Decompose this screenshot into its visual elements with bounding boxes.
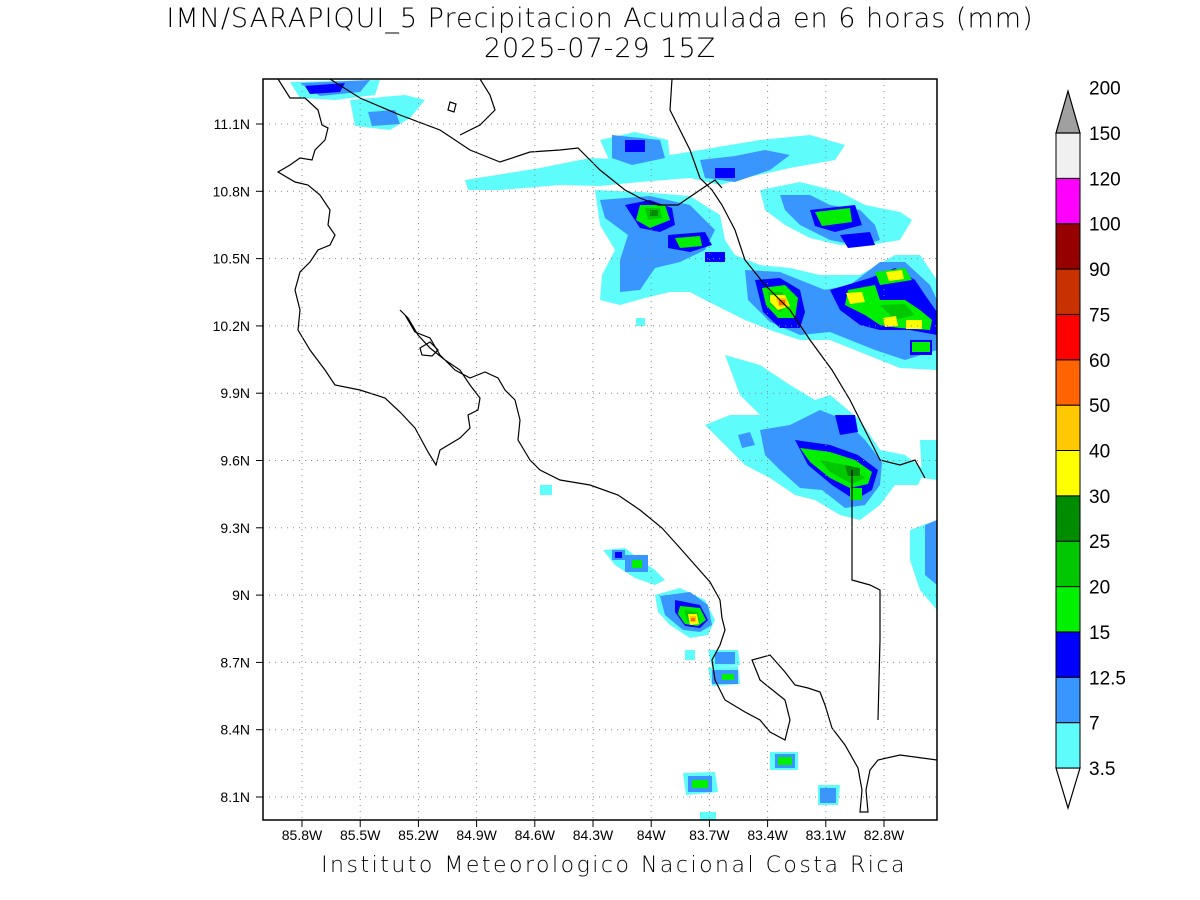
lat-tick-label: 8.4N <box>220 722 250 738</box>
lon-tick-label: 83.1W <box>806 827 847 843</box>
colorbar-swatch <box>1055 132 1081 179</box>
lat-tick-label: 11.1N <box>214 116 250 132</box>
colorbar-arrow-high <box>1055 88 1081 134</box>
lat-tick-label: 8.1N <box>220 789 250 805</box>
colorbar-label: 12.5 <box>1089 668 1126 689</box>
colorbar: 3.5 7 12.5 15 20 25 30 40 50 60 75 90 100 120 150 200 <box>1055 79 1126 811</box>
lon-tick-label: 85.2W <box>398 827 439 843</box>
colorbar-label: 40 <box>1089 442 1110 463</box>
colorbar-label: 30 <box>1089 487 1110 508</box>
lat-tick-label: 9N <box>232 587 250 603</box>
lat-tick-label: 10.8N <box>213 183 250 199</box>
colorbar-swatch <box>1055 450 1081 497</box>
colorbar-label: 90 <box>1089 260 1110 281</box>
colorbar-swatch <box>1055 676 1081 724</box>
lat-tick-label: 9.6N <box>220 453 250 469</box>
colorbar-label: 60 <box>1089 351 1110 372</box>
colorbar-swatch <box>1055 495 1081 542</box>
lat-tick-label: 9.9N <box>220 385 250 401</box>
colorbar-swatch <box>1055 177 1081 225</box>
colorbar-swatch <box>1055 268 1081 315</box>
colorbar-swatch <box>1055 359 1081 406</box>
lon-tick-label: 82.8W <box>864 827 905 843</box>
longitude-axis: 85.8W 85.5W 85.2W 84.9W 84.6W 84.3W 84W 83.7W 83… <box>282 820 905 843</box>
lon-tick-label: 85.8W <box>282 827 323 843</box>
colorbar-label: 150 <box>1089 124 1121 145</box>
colorbar-label: 15 <box>1089 623 1110 644</box>
colorbar-label: 75 <box>1089 305 1110 326</box>
latitude-axis: 11.1N 10.8N 10.5N 10.2N 9.9N 9.6N 9.3N 9N 8.7N 8.… <box>213 116 263 805</box>
colorbar-label: 7 <box>1089 714 1100 735</box>
lon-tick-label: 83.4W <box>747 827 788 843</box>
colorbar-label: 50 <box>1089 396 1110 417</box>
lon-tick-label: 84.3W <box>573 827 614 843</box>
colorbar-swatch <box>1055 404 1081 451</box>
colorbar-swatch <box>1055 586 1081 633</box>
colorbar-swatch <box>1055 631 1081 678</box>
colorbar-swatch <box>1055 722 1081 769</box>
lat-tick-label: 10.2N <box>213 318 250 334</box>
lon-tick-label: 84W <box>637 827 667 843</box>
footer-credit: Instituto Meteorologico Nacional Costa R… <box>321 853 907 878</box>
lat-tick-label: 9.3N <box>220 520 250 536</box>
lon-tick-label: 85.5W <box>340 827 381 843</box>
colorbar-swatch <box>1055 313 1081 361</box>
map-datetime: 2025-07-29 15Z <box>483 33 717 64</box>
colorbar-swatch <box>1055 223 1081 270</box>
coastline-borders <box>276 79 937 813</box>
colorbar-label: 3.5 <box>1089 759 1115 780</box>
colorbar-label: 100 <box>1089 215 1121 236</box>
colorbar-label: 25 <box>1089 532 1110 553</box>
colorbar-label: 120 <box>1089 169 1121 190</box>
lon-tick-label: 83.7W <box>689 827 730 843</box>
lat-lon-grid <box>263 79 937 820</box>
lat-tick-label: 10.5N <box>213 251 250 267</box>
lon-tick-label: 84.9W <box>456 827 497 843</box>
lon-tick-label: 84.6W <box>515 827 556 843</box>
lat-tick-label: 8.7N <box>220 654 250 670</box>
map-frame <box>262 78 938 821</box>
colorbar-label: 20 <box>1089 578 1110 599</box>
colorbar-arrow-low <box>1055 767 1081 811</box>
colorbar-label: 200 <box>1089 79 1121 100</box>
map-title: IMN/SARAPIQUI_5 Precipitacion Acumulada … <box>166 3 1034 34</box>
colorbar-swatch <box>1055 540 1081 588</box>
